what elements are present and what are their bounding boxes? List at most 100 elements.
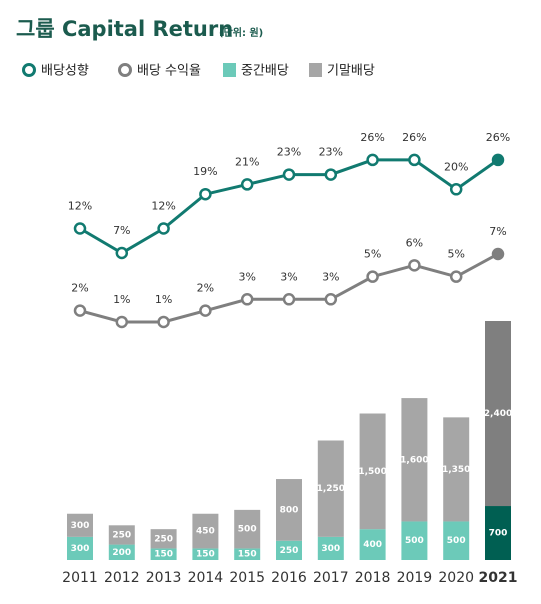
x-tick-label: 2016 — [271, 570, 307, 586]
bar-segment — [67, 513, 93, 537]
legend-label: 중간배당 — [241, 64, 289, 79]
x-tick-label: 2011 — [62, 570, 98, 586]
line-point — [73, 304, 87, 317]
bar-segment — [443, 521, 470, 560]
bar-label: 250 — [154, 534, 173, 544]
point-label: 23% — [277, 146, 301, 159]
legend-label: 배당 수익율 — [137, 64, 201, 79]
point-label: 2% — [71, 282, 88, 295]
bar-segment — [317, 440, 344, 537]
line-point — [324, 168, 338, 181]
bar-label: 1,500 — [358, 467, 386, 477]
bar-label: 700 — [489, 529, 508, 539]
x-tick-label: 2021 — [479, 570, 518, 586]
bar-label: 250 — [280, 546, 299, 556]
bar-label: 250 — [112, 530, 131, 540]
line — [79, 252, 499, 324]
bar-segment — [359, 413, 386, 530]
bar-label: 800 — [280, 505, 299, 515]
legend-icon — [309, 63, 322, 77]
line-point — [324, 293, 338, 306]
bar-segment — [192, 513, 219, 549]
line-point — [282, 168, 296, 181]
point-label: 5% — [364, 248, 381, 261]
bar-segment — [150, 529, 177, 549]
x-tick-label: 2020 — [438, 570, 474, 586]
line-point — [240, 293, 254, 306]
legend-icon — [22, 63, 36, 77]
bar-segment — [276, 540, 302, 560]
x-tick-label: 2013 — [146, 570, 182, 586]
bar-segment — [485, 320, 511, 507]
point-label: 23% — [319, 146, 343, 159]
line-point — [408, 259, 421, 272]
x-tick-label: 2017 — [313, 570, 349, 586]
bar-label: 300 — [71, 544, 90, 554]
bar-segment — [485, 506, 511, 560]
point-label: 1% — [113, 293, 130, 306]
bar-segment — [108, 544, 135, 560]
bar-label: 300 — [321, 544, 340, 554]
line-point — [491, 247, 505, 261]
line-point — [449, 183, 463, 196]
bar-label: 150 — [238, 550, 257, 560]
line-point — [449, 270, 463, 283]
legend-icon — [118, 63, 132, 77]
chart-subtitle: (단위: 원) — [219, 26, 263, 39]
x-tick-label: 2015 — [229, 570, 265, 586]
bar-segment — [443, 417, 470, 522]
bar-label: 400 — [363, 540, 382, 550]
bar-segment — [401, 521, 428, 560]
point-label: 7% — [489, 225, 506, 238]
point-label: 19% — [193, 165, 217, 178]
point-label: 26% — [486, 131, 510, 144]
bar-segment — [317, 536, 344, 560]
point-label: 7% — [113, 224, 130, 237]
line-point — [366, 153, 379, 167]
bar-label: 200 — [112, 548, 131, 558]
point-label: 1% — [155, 293, 172, 306]
point-label: 26% — [360, 131, 384, 144]
x-tick-label: 2014 — [188, 570, 224, 586]
line-point — [408, 153, 421, 167]
bar-segment — [67, 536, 93, 560]
point-label: 3% — [280, 270, 297, 283]
line-point — [157, 222, 170, 235]
bar-segment — [276, 479, 302, 541]
line-point — [366, 270, 379, 283]
legend-label: 기말배당 — [327, 64, 375, 79]
bar-label: 450 — [196, 527, 215, 537]
bar-label: 1,250 — [317, 484, 345, 494]
point-label: 12% — [151, 200, 175, 213]
line-point — [240, 178, 254, 191]
line-point — [199, 304, 212, 317]
bar-label: 500 — [447, 536, 466, 546]
bar-label: 1,350 — [442, 465, 470, 475]
point-label: 5% — [447, 248, 464, 261]
point-label: 3% — [238, 270, 255, 283]
point-label: 20% — [444, 160, 468, 173]
line-point — [73, 222, 87, 235]
bar-label: 1,600 — [400, 455, 428, 465]
x-tick-label: 2019 — [397, 570, 433, 586]
chart-title: 그룹 Capital Return — [16, 17, 233, 41]
point-label: 21% — [235, 155, 259, 168]
point-label: 3% — [322, 270, 339, 283]
bar-segment — [401, 398, 428, 522]
point-label: 6% — [406, 236, 423, 249]
bar-label: 300 — [71, 521, 90, 531]
x-tick-label: 2012 — [104, 570, 140, 586]
legend-icon — [223, 63, 236, 77]
bar-segment — [359, 529, 386, 560]
line-point — [157, 315, 170, 329]
bar-segment — [108, 525, 135, 545]
bar-label: 500 — [405, 536, 424, 546]
line-point — [115, 246, 129, 260]
bar-label: 2,400 — [484, 409, 512, 419]
x-tick-label: 2018 — [355, 570, 391, 586]
bar-label: 150 — [196, 550, 215, 560]
point-label: 26% — [402, 131, 426, 144]
bar-segment — [234, 548, 261, 560]
line-point — [282, 293, 296, 306]
